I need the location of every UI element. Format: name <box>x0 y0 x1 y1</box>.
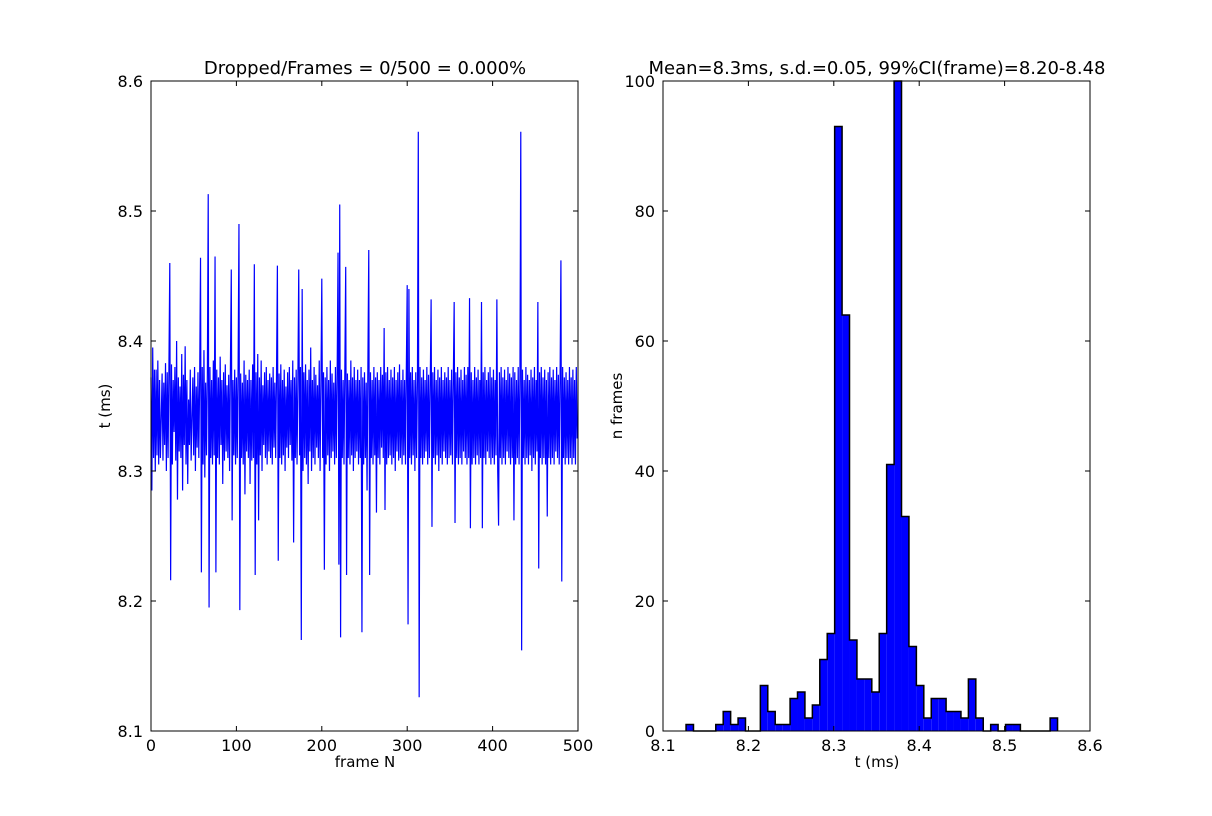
frame-time-histogram: 8.1 8.2 8.3 8.4 8.5 8.6 0 20 40 60 80 100 Mean=8.3m… <box>608 58 1106 771</box>
histogram-bar <box>901 516 909 731</box>
histogram-bar <box>738 718 746 731</box>
histogram-bar <box>938 698 947 731</box>
y-tick-label: 20 <box>635 592 655 611</box>
x-tick-label: 500 <box>563 736 594 755</box>
plot-area <box>663 81 1090 731</box>
histogram-bar <box>923 718 932 731</box>
y-tick-label: 100 <box>624 72 655 91</box>
histogram-bar <box>879 633 887 731</box>
histogram-bar <box>871 692 880 731</box>
histogram-bar <box>827 633 835 731</box>
histogram-bar <box>842 315 850 731</box>
histogram-bar <box>804 718 813 731</box>
histogram-bar <box>946 711 954 731</box>
x-tick-label: 8.2 <box>736 736 761 755</box>
histogram-bar <box>886 464 895 731</box>
y-tick-label: 8.3 <box>118 462 143 481</box>
histogram-bar <box>775 724 783 731</box>
histogram-bar <box>686 724 694 731</box>
histogram-bar <box>953 711 961 731</box>
x-tick-label: 8.1 <box>650 736 675 755</box>
histogram-bar <box>931 698 939 731</box>
histogram-bar <box>790 698 798 731</box>
histogram-bar <box>990 724 999 731</box>
histogram-bar <box>849 640 857 731</box>
histogram-bar <box>1050 718 1058 731</box>
x-tick-label: 8.3 <box>821 736 846 755</box>
histogram-bar <box>767 711 776 731</box>
x-tick-label: 300 <box>392 736 423 755</box>
x-tick-label: 8.5 <box>992 736 1017 755</box>
histogram-bar <box>812 705 820 731</box>
histogram-bar <box>856 679 865 731</box>
axes-frame <box>662 80 1091 732</box>
x-tick-label: 200 <box>307 736 338 755</box>
histogram-bar <box>723 711 731 731</box>
x-tick-label: 8.4 <box>906 736 931 755</box>
chart-title: Mean=8.3ms, s.d.=0.05, 99%CI(frame)=8.20… <box>649 58 1106 79</box>
y-tick-label: 0 <box>645 722 655 741</box>
histogram-bar <box>916 685 924 731</box>
x-axis-label: t (ms) <box>855 753 900 771</box>
x-tick-label: 0 <box>146 736 156 755</box>
histogram-bar <box>1005 724 1013 731</box>
y-axis-label: t (ms) <box>96 384 114 429</box>
y-tick-label: 8.5 <box>118 202 143 221</box>
histogram-bar <box>908 646 917 731</box>
histogram-bar <box>960 718 969 731</box>
histogram-bar <box>968 679 976 731</box>
y-tick-label: 60 <box>635 332 655 351</box>
x-tick-label: 100 <box>221 736 252 755</box>
x-tick-label: 400 <box>477 736 508 755</box>
frame-time-series-line <box>150 131 578 698</box>
axes-frame <box>150 80 579 732</box>
histogram-bar <box>715 724 724 731</box>
y-tick-label: 8.2 <box>118 592 143 611</box>
y-axis-label: n frames <box>608 373 626 440</box>
y-tick-label: 8.6 <box>118 72 143 91</box>
y-tick-label: 80 <box>635 202 655 221</box>
histogram-bar <box>894 81 902 731</box>
histogram-bar <box>864 679 872 731</box>
histogram-bar <box>834 126 843 731</box>
histogram-bar <box>760 685 768 731</box>
frame-time-line-plot: 0 100 200 300 400 500 8.1 8.2 8.3 8.4 8.5 8.6 Dropp… <box>96 58 593 771</box>
chart-title: Dropped/Frames = 0/500 = 0.000% <box>204 58 526 79</box>
x-axis-label: frame N <box>335 753 395 771</box>
histogram-bar <box>975 718 984 731</box>
histogram-bar <box>797 692 805 731</box>
y-tick-label: 8.1 <box>118 722 143 741</box>
histogram-bar <box>782 724 791 731</box>
x-tick-label: 8.6 <box>1077 736 1102 755</box>
histogram-bar <box>1012 724 1021 731</box>
y-tick-label: 8.4 <box>118 332 143 351</box>
histogram-bar <box>819 659 828 731</box>
histogram-bar <box>730 724 739 731</box>
y-tick-label: 40 <box>635 462 655 481</box>
